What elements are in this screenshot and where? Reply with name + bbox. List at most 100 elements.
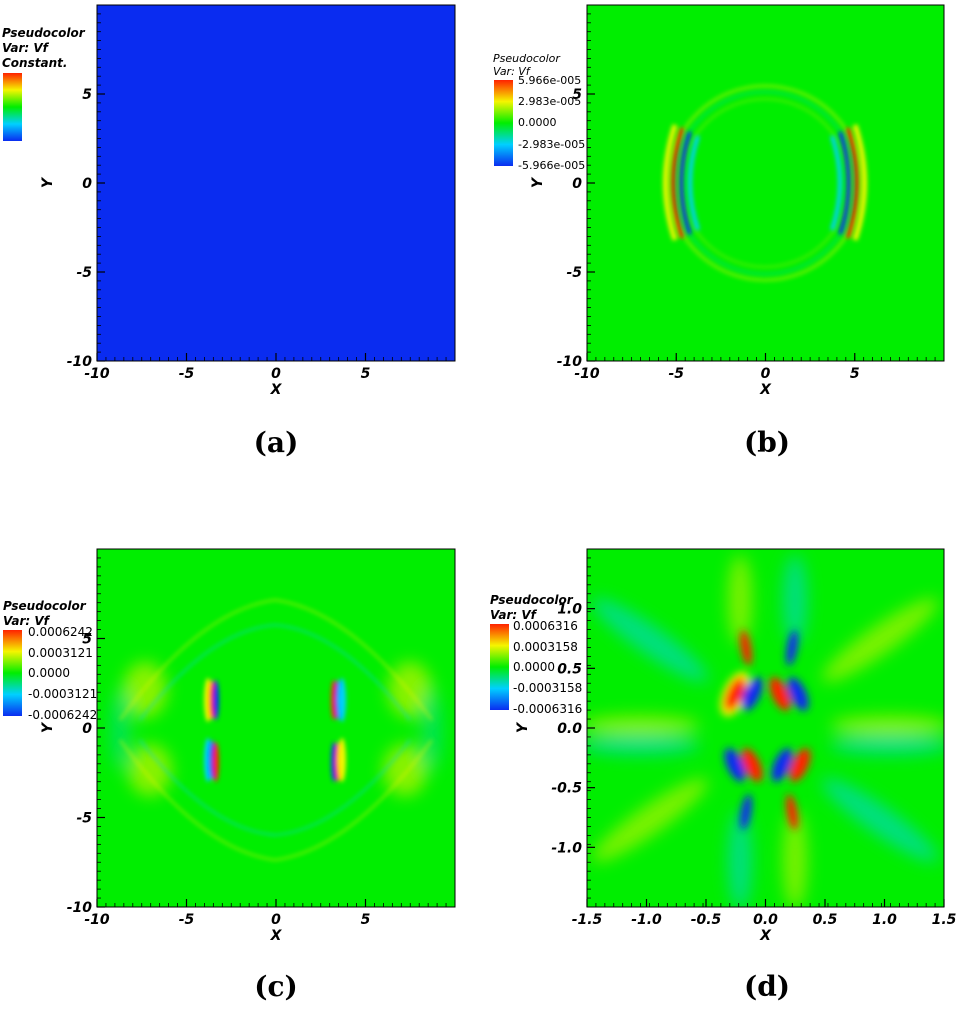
panel-c: -10 -5 0 5 -10 -5 0 5 X Y Pseudocolor Var: Vf 0.0… [3, 548, 456, 1003]
y-tick-label: 0.5 [557, 661, 582, 677]
x-tick-label: -1.0 [631, 912, 662, 928]
legend-tick: 0.0003158 [513, 640, 578, 654]
colorbar-b [494, 80, 513, 166]
y-axis-label: Y [40, 721, 56, 733]
legend-title: Pseudocolor [2, 26, 86, 40]
colorbar-d [490, 624, 509, 710]
x-tick-label: 0 [271, 912, 281, 928]
x-tick-label: 0 [761, 366, 771, 382]
y-tick-label: -10 [67, 354, 93, 370]
x-tick-label: -10 [574, 366, 600, 382]
legend-a: Pseudocolor Var: Vf Constant. [2, 26, 86, 141]
legend-tick: -0.0003121 [28, 687, 97, 701]
plot-area-b [587, 5, 944, 361]
x-tick-label: -5 [668, 366, 684, 382]
legend-d: Pseudocolor Var: Vf 0.0006316 0.0003158 … [490, 593, 582, 716]
plot-area-c [97, 549, 455, 907]
x-tick-label: -5 [179, 366, 195, 382]
legend-tick: 0.0000 [518, 116, 557, 129]
caption-c: (c) [254, 970, 298, 1003]
y-tick-label: -5 [566, 265, 582, 281]
x-tick-label: 1.0 [872, 912, 897, 928]
right-bars [331, 678, 346, 782]
axes-c: -10 -5 0 5 -10 -5 0 5 X Y [40, 548, 456, 944]
core-lobes [720, 630, 811, 830]
x-axis-label: X [270, 382, 283, 398]
axes-d: -1.5 -1.0 -0.5 0.0 0.5 1.0 1.5 -1.0 -0.5 0.0 0.5 1.… [515, 548, 957, 944]
legend-tick: 0.0000 [28, 666, 70, 680]
y-tick-label: 5 [572, 87, 582, 103]
x-tick-label: 5 [850, 366, 860, 382]
legend-var: Var: Vf [493, 65, 532, 78]
x-tick-label: -5 [179, 912, 195, 928]
y-tick-label: -0.5 [551, 781, 582, 797]
y-tick-label: 1.0 [557, 602, 582, 618]
legend-label: Constant. [2, 56, 67, 70]
panel-d: -1.5 -1.0 -0.5 0.0 0.5 1.0 1.5 -1.0 -0.5 0.0 0.5 1.… [490, 548, 957, 1003]
colorbar-a [3, 73, 22, 141]
legend-title: Pseudocolor [490, 593, 574, 607]
faint-arcs [119, 598, 433, 862]
x-tick-label: 5 [361, 366, 371, 382]
x-tick-label: -10 [84, 912, 110, 928]
field-d [587, 555, 944, 907]
legend-tick: -2.983e-005 [518, 138, 585, 151]
y-tick-label: -5 [76, 811, 92, 827]
legend-c: Pseudocolor Var: Vf 0.0006242 0.0003121 … [3, 599, 97, 722]
legend-tick: 0.0000 [513, 660, 555, 674]
axes-a: -10 -5 0 5 -10 -5 0 5 X Y [40, 4, 456, 398]
colorbar-c [3, 630, 22, 716]
x-tick-label: 0.5 [813, 912, 838, 928]
panel-a: -10 -5 0 5 -10 -5 0 5 X Y Pseudocolor Var: Vf Con… [2, 4, 456, 459]
legend-b: Pseudocolor Var: Vf 5.966e-005 2.983e-00… [493, 52, 585, 172]
x-tick-label: 0 [271, 366, 281, 382]
legend-title: Pseudocolor [3, 599, 87, 613]
x-tick-label: 5 [361, 912, 371, 928]
y-tick-label: -1.0 [551, 840, 582, 856]
left-bars [204, 678, 219, 782]
y-axis-label: Y [40, 176, 56, 188]
y-tick-label: -5 [76, 265, 92, 281]
x-tick-label: -10 [84, 366, 110, 382]
y-tick-label: 0 [572, 176, 582, 192]
legend-tick: 5.966e-005 [518, 74, 581, 87]
caption-a: (a) [254, 426, 299, 459]
legend-tick: -5.966e-005 [518, 159, 585, 172]
legend-title: Pseudocolor [493, 52, 561, 65]
x-tick-label: 1.5 [932, 912, 957, 928]
legend-var: Var: Vf [490, 608, 538, 622]
x-axis-label: X [759, 928, 772, 944]
y-tick-label: 0 [82, 176, 92, 192]
field-c [110, 598, 442, 862]
legend-tick: 0.0003121 [28, 646, 93, 660]
right-arcs [830, 124, 867, 241]
legend-var: Var: Vf [2, 41, 50, 55]
caption-d: (d) [744, 970, 790, 1003]
y-axis-label: Y [515, 721, 531, 733]
x-axis-label: X [759, 382, 772, 398]
x-axis-label: X [270, 928, 283, 944]
legend-var: Var: Vf [3, 614, 51, 628]
legend-tick: -0.0006242 [28, 708, 97, 722]
x-tick-label: 0.0 [753, 912, 778, 928]
diffuse-streaks [587, 555, 944, 907]
legend-tick: 0.0006316 [513, 619, 578, 633]
plot-area-a [97, 5, 455, 361]
y-axis-label: Y [530, 176, 546, 188]
left-arcs [663, 124, 700, 241]
y-tick-label: -10 [557, 354, 583, 370]
x-tick-label: -1.5 [572, 912, 603, 928]
y-tick-label: 0.0 [557, 721, 582, 737]
panel-b: -10 -5 0 5 -10 -5 0 5 X Y Pseudocolor Var: Vf 5.9… [493, 4, 945, 459]
legend-tick: -0.0006316 [513, 702, 582, 716]
caption-b: (b) [744, 426, 790, 459]
y-tick-label: 5 [82, 632, 92, 648]
y-tick-label: 0 [82, 721, 92, 737]
legend-tick: 2.983e-005 [518, 95, 581, 108]
field-b [663, 84, 867, 282]
axes-b: -10 -5 0 5 -10 -5 0 5 X Y [530, 4, 945, 398]
legend-tick: -0.0003158 [513, 681, 582, 695]
x-tick-label: -0.5 [691, 912, 722, 928]
y-tick-label: 5 [82, 87, 92, 103]
